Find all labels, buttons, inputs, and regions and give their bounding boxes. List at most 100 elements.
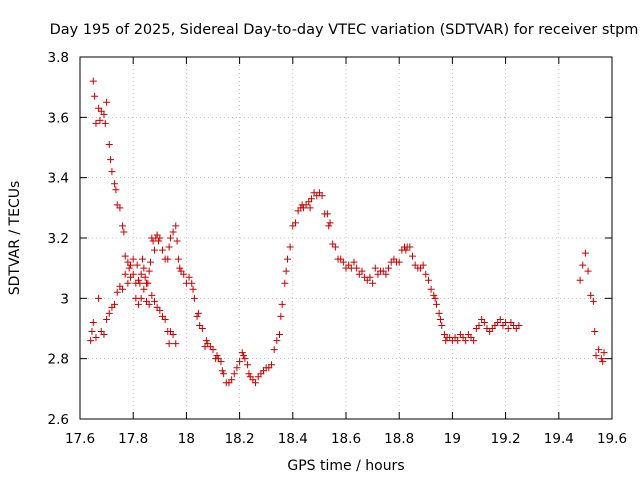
data-point (139, 255, 147, 263)
data-point (111, 180, 119, 188)
data-point (595, 346, 603, 354)
data-point (480, 318, 488, 326)
data-point (358, 267, 366, 275)
data-point (213, 352, 221, 360)
data-point (165, 340, 173, 348)
data-point (435, 309, 443, 317)
data-point (366, 273, 374, 281)
data-point (282, 267, 290, 275)
x-tick-label: 19 (444, 431, 461, 447)
data-point (422, 270, 430, 278)
data-point (113, 288, 121, 296)
y-tick-label: 3.4 (48, 171, 69, 187)
chart-title: Day 195 of 2025, Sidereal Day-to-day VTE… (50, 22, 639, 38)
data-point (252, 379, 260, 387)
data-point (137, 294, 145, 302)
data-point (331, 243, 339, 251)
data-point (277, 312, 285, 320)
data-point (409, 252, 416, 260)
data-point (350, 258, 358, 266)
data-point (353, 264, 361, 272)
data-point (145, 300, 153, 308)
y-axis-label: SDTVAR / TECUs (7, 181, 23, 296)
data-point (600, 349, 608, 357)
data-point (165, 243, 173, 251)
data-point (180, 270, 188, 278)
data-point (325, 222, 333, 230)
data-point (161, 315, 169, 323)
data-point (436, 315, 444, 323)
data-point (105, 140, 113, 148)
x-tick-label: 18.6 (331, 431, 361, 447)
data-point (402, 246, 410, 254)
data-point (89, 318, 97, 326)
data-point (103, 98, 111, 106)
y-tick-label: 2.8 (48, 352, 69, 368)
data-point (268, 361, 276, 369)
x-tick-label: 18.2 (225, 431, 255, 447)
axis-tick-labels: 17.6 17.8 18 18.2 18.4 18.6 18.8 19 19.2 19.4 19.6… (48, 50, 628, 447)
data-point (202, 337, 210, 345)
data-point (148, 291, 156, 299)
data-point (278, 300, 286, 308)
data-point (323, 210, 331, 218)
data-point (228, 376, 236, 384)
data-point (432, 300, 440, 308)
data-point (369, 279, 377, 287)
data-point (382, 270, 390, 278)
data-point (105, 309, 113, 317)
data-point (318, 192, 326, 200)
data-point (125, 264, 133, 272)
data-point (185, 273, 193, 281)
data-point (406, 243, 414, 251)
data-point (236, 358, 244, 366)
data-point (154, 237, 162, 245)
data-point (121, 270, 129, 278)
y-tick-label: 3.6 (48, 110, 69, 126)
data-point (218, 367, 226, 375)
data-point (92, 334, 100, 342)
data-point (89, 77, 97, 85)
data-point (424, 276, 432, 284)
data-point (581, 249, 589, 257)
data-point (112, 186, 120, 194)
data-point (591, 328, 599, 336)
x-tick-label: 18.8 (384, 431, 414, 447)
data-point (430, 291, 438, 299)
data-point (140, 264, 148, 272)
data-point (173, 237, 181, 245)
data-point (587, 291, 595, 299)
data-point (470, 337, 478, 345)
data-point (136, 279, 144, 287)
data-point (100, 331, 108, 339)
y-tick-label: 3.2 (48, 231, 69, 247)
data-point (233, 364, 241, 372)
data-point (307, 195, 315, 203)
data-point (144, 279, 152, 287)
data-point (281, 279, 289, 287)
x-tick-label: 19.2 (491, 431, 521, 447)
data-point (454, 337, 462, 345)
data-point (589, 297, 597, 305)
data-point (127, 261, 135, 269)
data-point (592, 352, 600, 360)
data-point (101, 119, 109, 127)
data-point (103, 315, 111, 323)
data-point (133, 261, 141, 269)
data-point (194, 309, 202, 317)
data-point (145, 267, 153, 275)
data-point (193, 312, 201, 320)
data-point (238, 349, 246, 357)
data-point (156, 306, 164, 314)
x-tick-label: 19.6 (597, 431, 627, 447)
data-point (107, 156, 115, 164)
data-point (119, 285, 127, 293)
data-point (240, 352, 248, 360)
y-tick-label: 3 (60, 291, 69, 307)
axis-ticks (79, 56, 613, 420)
data-point (120, 228, 128, 236)
data-point (276, 331, 283, 339)
data-point (141, 273, 149, 281)
data-point (174, 255, 182, 263)
